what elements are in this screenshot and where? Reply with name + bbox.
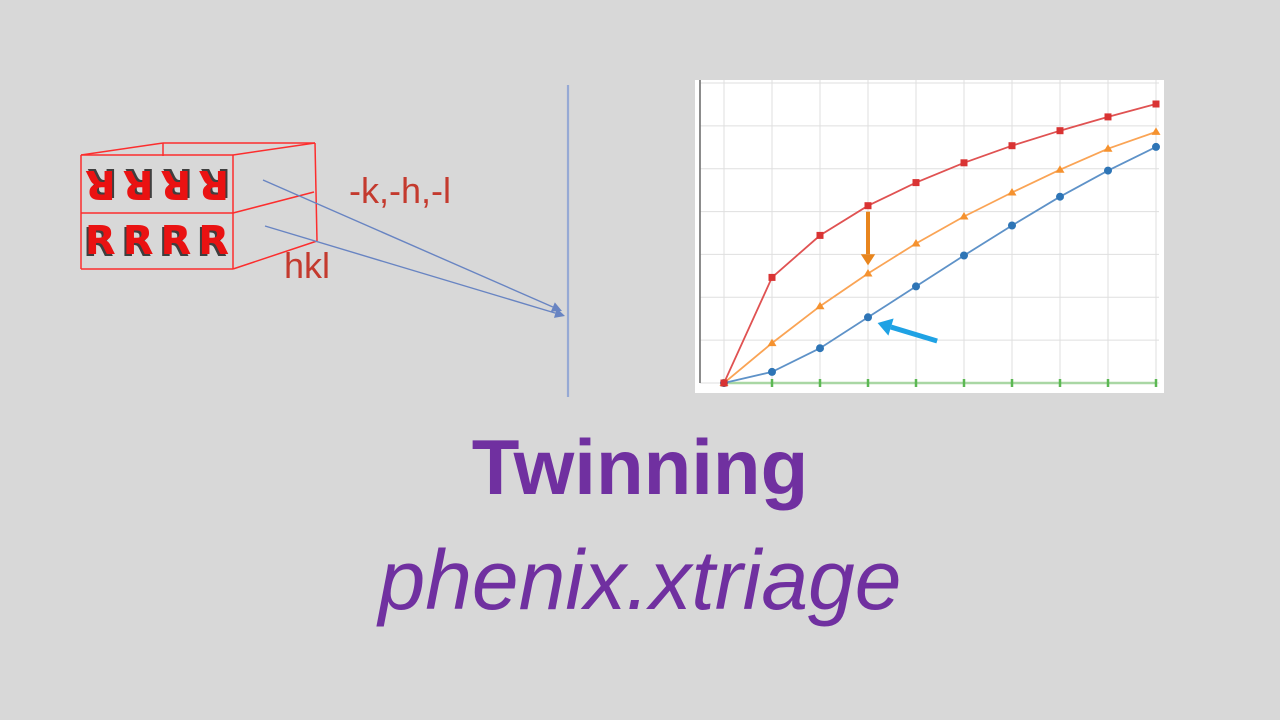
cumulative-intensity-chart-svg [699,80,1161,387]
slide-title: Twinning [471,423,809,511]
twin-operation-label: -k,-h,-l [349,170,451,211]
reference-layer-letters: RRRR [84,218,237,264]
miller-index-label: hkl [284,245,331,286]
twinned-layer-letters-rotated: RRRR [77,161,230,207]
slide-subtitle: phenix.xtriage [378,533,902,627]
cumulative-intensity-chart [695,80,1164,393]
